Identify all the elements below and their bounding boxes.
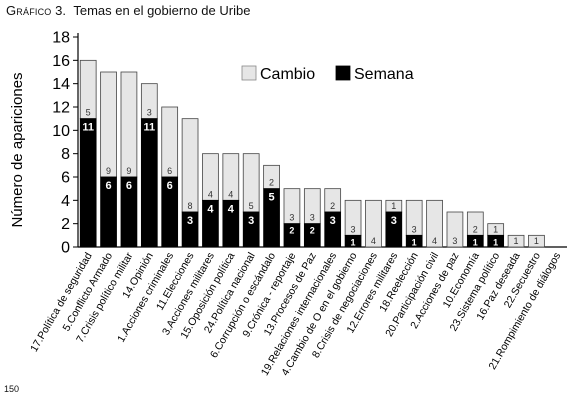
y-tick-label: 12 <box>52 100 70 117</box>
bar-value-semana: 11 <box>143 122 155 134</box>
legend-swatch-cambio <box>241 65 257 81</box>
y-tick-label: 8 <box>61 146 70 163</box>
bar-value-semana: 3 <box>330 215 336 227</box>
bar-value-cambio: 2 <box>269 178 274 188</box>
y-tick-label: 4 <box>61 193 70 210</box>
bar-value-cambio: 5 <box>86 108 91 118</box>
figure-number: 3. <box>55 3 66 18</box>
figure-label: Gráfico <box>6 3 52 18</box>
bar-semana <box>100 176 117 248</box>
bar-semana <box>79 118 97 248</box>
bar-semana <box>405 234 423 248</box>
legend-label-semana: Semana <box>354 66 414 83</box>
bar-semana <box>466 234 484 248</box>
bar-value-cambio: 3 <box>351 224 356 234</box>
bar-value-cambio: 4 <box>432 236 437 246</box>
bar-semana <box>324 211 342 248</box>
bar-value-cambio: 9 <box>126 166 131 176</box>
bar-semana <box>303 223 321 248</box>
bar-semana <box>181 211 199 248</box>
figure-caption: Temas en el gobierno de Uribe <box>73 3 251 18</box>
bar-value-cambio: 1 <box>514 236 519 246</box>
bar-value-semana: 3 <box>248 215 254 227</box>
bar-cambio <box>528 234 545 248</box>
bar-value-cambio: 4 <box>208 189 213 199</box>
bar-value-semana: 6 <box>106 180 112 192</box>
bar-value-semana: 4 <box>228 203 235 215</box>
page-number: 150 <box>4 384 20 394</box>
bar-value-cambio: 3 <box>452 236 457 246</box>
chart-title: Gráfico 3. Temas en el gobierno de Uribe <box>6 3 250 18</box>
bar-cambio <box>365 199 382 248</box>
bar-semana <box>242 211 260 248</box>
bar-value-semana: 1 <box>493 237 498 247</box>
bar-semana <box>385 211 403 248</box>
bar-value-cambio: 8 <box>188 201 193 211</box>
y-tick-label: 2 <box>61 216 70 233</box>
bar-value-cambio: 1 <box>534 236 539 246</box>
bar-value-cambio: 2 <box>473 224 478 234</box>
y-tick-label: 18 <box>52 30 70 47</box>
bar-cambio <box>426 199 443 248</box>
bar-value-semana: 6 <box>167 180 173 192</box>
legend-swatch-semana <box>335 65 351 81</box>
y-tick-label: 0 <box>61 240 70 257</box>
bar-value-cambio: 5 <box>249 201 254 211</box>
bar-value-cambio: 3 <box>310 213 315 223</box>
bar-value-cambio: 9 <box>106 166 111 176</box>
bar-cambio <box>100 71 117 178</box>
y-tick-label: 16 <box>52 53 70 70</box>
bar-value-semana: 11 <box>82 122 94 134</box>
bar-value-cambio: 2 <box>330 201 335 211</box>
bar-value-cambio: 1 <box>391 201 396 211</box>
legend-label-cambio: Cambio <box>260 66 315 83</box>
bar-semana <box>283 223 301 248</box>
bar-semana <box>344 234 362 248</box>
bar-value-cambio: 3 <box>147 108 152 118</box>
bar-value-cambio: 3 <box>412 224 417 234</box>
bar-semana <box>140 118 158 248</box>
y-tick-label: 10 <box>52 123 70 140</box>
bar-cambio <box>446 211 464 248</box>
bar-value-semana: 6 <box>126 180 132 192</box>
bar-cambio <box>507 234 525 248</box>
bar-value-cambio: 3 <box>289 213 294 223</box>
bar-value-semana: 5 <box>269 192 275 204</box>
bar-cambio <box>181 118 199 213</box>
bar-value-semana: 4 <box>207 203 214 215</box>
bar-value-cambio: 4 <box>228 189 233 199</box>
bar-value-semana: 3 <box>391 215 397 227</box>
bar-value-cambio: 1 <box>493 224 498 234</box>
bar-semana <box>202 199 219 248</box>
bar-value-semana: 1 <box>412 237 417 247</box>
bar-semana <box>120 176 138 248</box>
bar-cambio <box>120 71 138 178</box>
bar-semana <box>487 234 505 248</box>
y-tick-label: 6 <box>61 170 70 187</box>
bar-semana <box>263 188 280 248</box>
y-axis-title: Número de apariciones <box>9 72 26 227</box>
y-tick-label: 14 <box>52 76 70 93</box>
bar-value-semana: 1 <box>473 237 478 247</box>
bar-value-semana: 2 <box>310 226 315 236</box>
bar-value-semana: 2 <box>289 226 294 236</box>
bar-semana <box>161 176 179 248</box>
bar-semana <box>222 199 240 248</box>
bar-value-semana: 3 <box>187 215 193 227</box>
bar-value-cambio: 6 <box>167 166 172 176</box>
bar-value-semana: 1 <box>351 237 356 247</box>
bar-value-cambio: 4 <box>371 236 376 246</box>
